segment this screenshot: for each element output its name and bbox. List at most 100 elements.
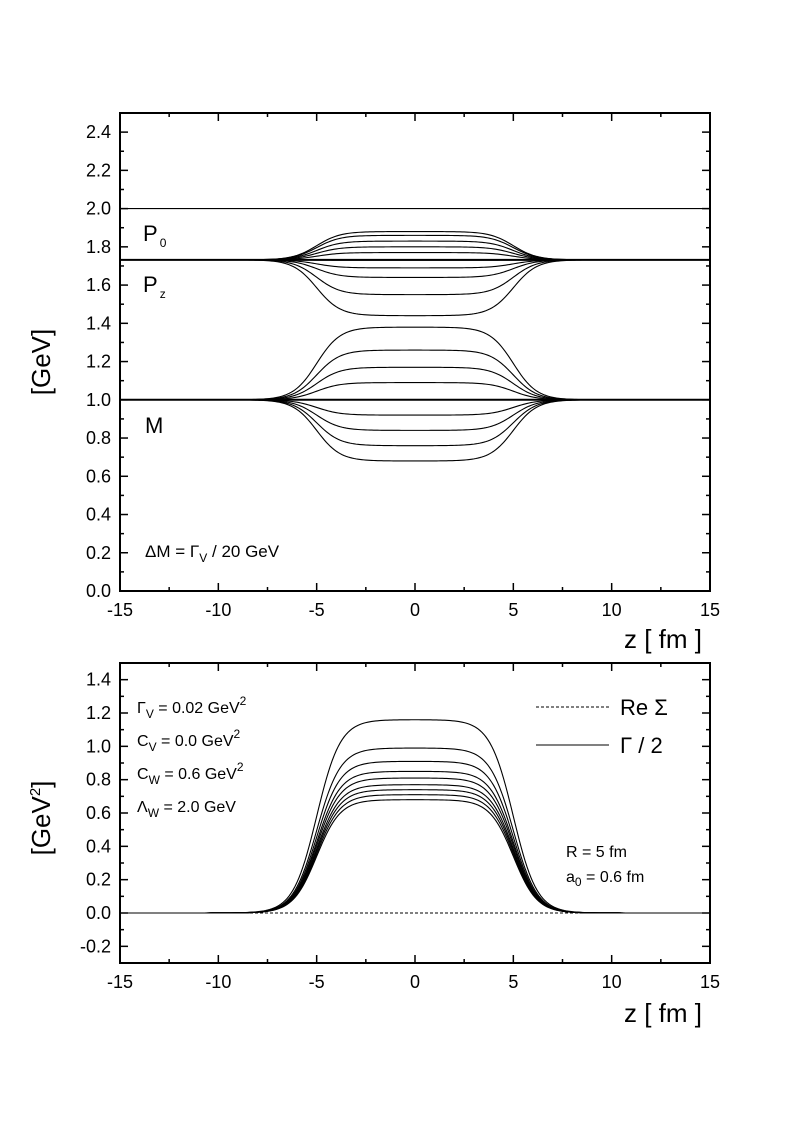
param-superscript: 2 xyxy=(234,727,241,741)
top-y-tick-label: 1.4 xyxy=(86,313,111,333)
bottom-y-tick-labels: -0.2 0.0 0.2 0.4 0.6 0.8 1.0 1.2 1.4 xyxy=(80,670,111,957)
param-value: = 2.0 GeV xyxy=(159,799,236,816)
param-line-2: CW = 0.6 GeV2 xyxy=(137,760,244,787)
top-ticks xyxy=(119,112,711,592)
top-series-7 xyxy=(120,259,710,269)
note-a0-main: a xyxy=(566,869,575,886)
top-x-tick-label: 10 xyxy=(602,600,622,620)
top-x-tick-label: -15 xyxy=(107,600,133,620)
top-series-12 xyxy=(120,326,710,401)
top-x-axis-title: z [ fm ] xyxy=(624,624,702,654)
bottom-y-tick-label: 0.6 xyxy=(86,803,111,823)
top-x-tick-label: 5 xyxy=(508,600,518,620)
top-y-tick-label: 0.0 xyxy=(86,581,111,601)
top-series-13 xyxy=(120,349,710,401)
label-delta-m-tail: / 20 GeV xyxy=(207,542,279,561)
top-x-tick-labels: -15 -10 -5 0 5 10 15 xyxy=(107,600,720,620)
bottom-y-tick-label: 0.4 xyxy=(86,836,111,856)
label-delta-m-main: ΔM = Γ xyxy=(145,542,199,561)
param-symbol: C xyxy=(137,733,149,750)
bottom-y-tick-label: 0.8 xyxy=(86,770,111,790)
top-y-tick-label: 1.0 xyxy=(86,390,111,410)
bottom-y-axis-title-sup: 2 xyxy=(27,788,44,796)
label-pz-sub: z xyxy=(160,287,166,301)
bottom-x-tick-label: -5 xyxy=(309,972,325,992)
param-line-3: ΛW = 2.0 GeV xyxy=(137,799,236,820)
param-value: = 0.0 GeV xyxy=(157,733,234,750)
top-curves xyxy=(120,208,710,462)
top-y-tick-label: 1.8 xyxy=(86,237,111,257)
top-x-tick-label: 15 xyxy=(700,600,720,620)
param-subscript: W xyxy=(148,806,160,820)
legend-gamma-half-label: Γ / 2 xyxy=(620,733,663,758)
label-p0-sub: 0 xyxy=(160,236,167,250)
top-series-4 xyxy=(120,246,710,261)
param-symbol: Λ xyxy=(137,799,148,816)
bottom-y-axis-title-tail: ] xyxy=(26,781,56,788)
bottom-x-tick-label: -15 xyxy=(107,972,133,992)
bottom-y-tick-label: 1.0 xyxy=(86,736,111,756)
bottom-y-tick-label: 1.4 xyxy=(86,670,111,690)
top-x-tick-label: -5 xyxy=(309,600,325,620)
top-series-3 xyxy=(120,240,710,261)
top-y-tick-label: 1.6 xyxy=(86,275,111,295)
top-x-tick-label: -10 xyxy=(205,600,231,620)
top-y-tick-label: 0.6 xyxy=(86,466,111,486)
top-series-15 xyxy=(120,382,710,401)
top-series-14 xyxy=(120,366,710,401)
top-x-tick-label: 0 xyxy=(410,600,420,620)
param-symbol: Γ xyxy=(137,700,146,717)
bottom-series-4 xyxy=(120,770,710,914)
bottom-x-tick-label: 0 xyxy=(410,972,420,992)
bottom-x-tick-labels: -15 -10 -5 0 5 10 15 xyxy=(107,972,720,992)
label-pz-main: P xyxy=(143,272,158,297)
param-superscript: 2 xyxy=(240,694,247,708)
bottom-y-tick-label: 0.0 xyxy=(86,903,111,923)
bottom-y-axis-title-main: [GeV xyxy=(26,796,56,856)
bottom-series-9 xyxy=(120,799,710,914)
top-y-tick-labels: 0.0 0.2 0.4 0.6 0.8 1.0 1.2 1.4 1.6 1.8 2.0 2.2 2.4 xyxy=(86,122,111,601)
legend-re-sigma-label: Re Σ xyxy=(620,695,668,720)
label-p0-main: P xyxy=(143,221,158,246)
bottom-series-3 xyxy=(120,760,710,914)
label-delta-m-sub: V xyxy=(199,551,207,565)
note-a0-tail: = 0.6 fm xyxy=(582,869,645,886)
bottom-x-tick-label: 5 xyxy=(508,972,518,992)
note-a0: a0 = 0.6 fm xyxy=(566,869,644,889)
top-y-axis-title: [GeV] xyxy=(26,329,56,395)
top-y-tick-label: 0.4 xyxy=(86,505,111,525)
top-series-17 xyxy=(120,399,710,416)
bottom-x-tick-label: -10 xyxy=(205,972,231,992)
param-subscript: V xyxy=(149,740,157,754)
top-y-tick-label: 0.8 xyxy=(86,428,111,448)
label-delta-m: ΔM = ΓV / 20 GeV xyxy=(145,542,280,565)
bottom-panel: -15 -10 -5 0 5 10 15 -0.2 0.0 0.2 0.4 0.6 0.8 1.0 1.2… xyxy=(26,662,720,1028)
top-panel: -15 -10 -5 0 5 10 15 0.0 0.2 0.4 0.6 0.8 1.0 1.2 1.4 1… xyxy=(26,112,720,654)
bottom-plot-frame xyxy=(119,662,711,964)
param-subscript: W xyxy=(149,773,161,787)
label-m: M xyxy=(145,413,163,438)
bottom-x-tick-label: 15 xyxy=(700,972,720,992)
note-r: R = 5 fm xyxy=(566,844,627,861)
legend: Re Σ Γ / 2 xyxy=(536,695,668,758)
bottom-y-tick-label: 1.2 xyxy=(86,703,111,723)
note-a0-sub: 0 xyxy=(575,875,582,889)
top-series-5 xyxy=(120,252,710,261)
param-symbol: C xyxy=(137,766,149,783)
top-y-tick-label: 2.4 xyxy=(86,122,111,142)
bottom-x-axis-title: z [ fm ] xyxy=(624,998,702,1028)
top-y-tick-label: 2.0 xyxy=(86,199,111,219)
top-y-tick-label: 2.2 xyxy=(86,160,111,180)
bottom-curves xyxy=(120,719,710,914)
top-y-tick-label: 0.2 xyxy=(86,543,111,563)
top-series-19 xyxy=(120,399,710,447)
param-superscript: 2 xyxy=(237,760,244,774)
param-value: = 0.02 GeV xyxy=(154,700,240,717)
param-subscript: V xyxy=(146,707,154,721)
param-line-1: CV = 0.0 GeV2 xyxy=(137,727,241,754)
bottom-y-tick-label: 0.2 xyxy=(86,870,111,890)
